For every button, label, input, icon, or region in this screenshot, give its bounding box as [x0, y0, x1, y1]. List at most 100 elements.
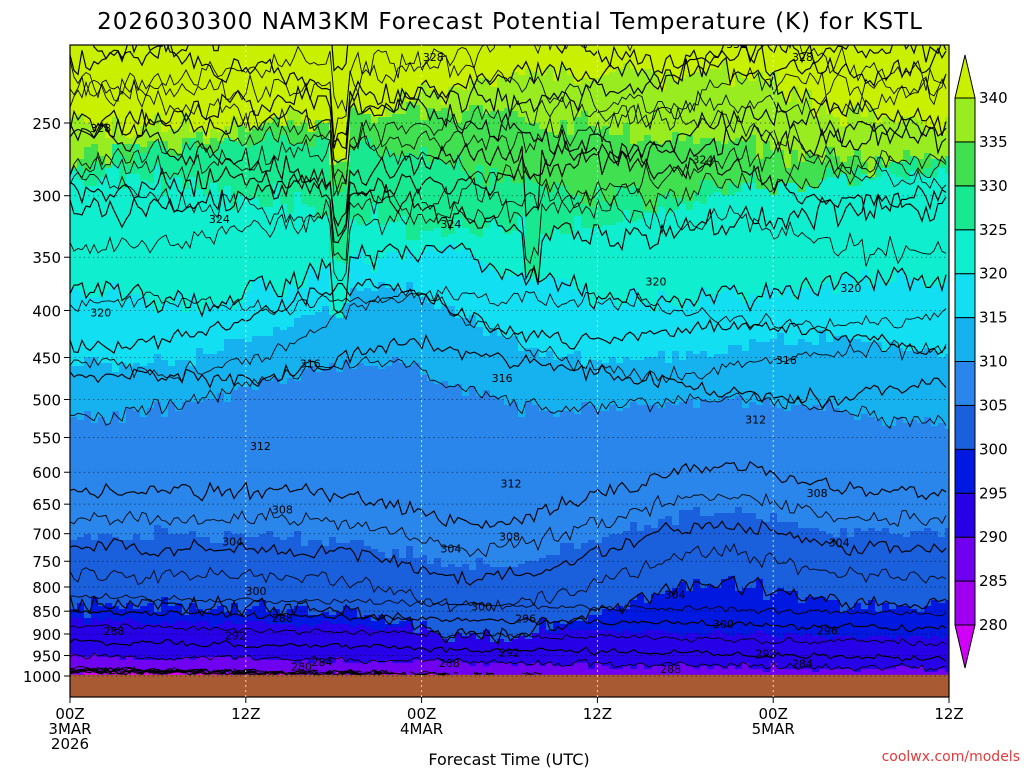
fill-cell [308, 147, 316, 208]
fill-cell [679, 198, 687, 205]
isentrope-326K [70, 140, 947, 281]
fill-cell [322, 216, 330, 268]
fill-cell [798, 162, 806, 193]
fill-cell [210, 609, 218, 628]
fill-cell [70, 540, 78, 610]
fill-cell [98, 672, 106, 676]
fill-cell [294, 45, 302, 112]
fill-cell [350, 108, 358, 151]
colorbar-label: 285 [979, 572, 1008, 590]
fill-cell [469, 234, 477, 256]
fill-cell [672, 81, 680, 133]
fill-cell [112, 144, 120, 166]
fill-cell [651, 357, 659, 406]
fill-cell [805, 669, 813, 676]
colorbar-swatch [954, 273, 976, 319]
fill-cell [252, 336, 260, 391]
fill-cell [672, 351, 680, 406]
contour-lines [70, 45, 947, 675]
fill-cell [735, 345, 743, 397]
fill-cell [721, 354, 729, 397]
fill-cell [609, 534, 617, 610]
fill-cell [420, 375, 428, 556]
fill-cell [427, 672, 435, 676]
y-tick-label: 350 [32, 249, 61, 267]
fill-cell [357, 249, 365, 292]
fill-cell [735, 72, 743, 139]
fill-cell [861, 639, 869, 670]
fill-cell [560, 411, 568, 544]
fill-cell [154, 612, 162, 625]
fill-cell [336, 162, 344, 193]
fill-cell [637, 45, 645, 73]
fill-cell [511, 231, 519, 277]
y-tick-label: 250 [32, 115, 61, 133]
fill-cell [931, 129, 939, 160]
fill-cell [924, 606, 932, 640]
y-tick-label: 900 [32, 626, 61, 644]
fill-cell [210, 45, 218, 130]
fill-cell [875, 177, 883, 274]
isentrope-308K [70, 460, 947, 530]
fill-cell [77, 159, 85, 166]
fill-cell [875, 669, 883, 676]
fill-cell [308, 132, 316, 148]
fill-cell [238, 615, 246, 625]
fill-cell [350, 288, 358, 370]
fill-cell [560, 66, 568, 121]
fill-cell [777, 183, 785, 298]
fill-cell [714, 513, 722, 589]
fill-cell [805, 288, 813, 343]
fill-cell [203, 150, 211, 196]
fill-cell [77, 366, 85, 421]
fill-cell [672, 45, 680, 82]
fill-cell [847, 609, 855, 637]
fill-cell [448, 387, 456, 565]
fill-cell [903, 639, 911, 667]
fill-cell [518, 417, 526, 565]
fill-cell [616, 411, 624, 535]
fill-cell [406, 366, 414, 547]
fill-cell [567, 282, 575, 355]
contour-label: 312 [250, 440, 271, 453]
fill-cell [525, 123, 533, 178]
fill-cell [896, 636, 904, 667]
fill-cell [490, 219, 498, 271]
fill-cell [294, 144, 302, 193]
fill-cell [224, 339, 232, 403]
fill-cell [98, 297, 106, 364]
fill-cell [728, 195, 736, 286]
fill-cell [756, 45, 764, 73]
fill-cell [301, 546, 309, 607]
fill-cell [140, 417, 148, 541]
fill-cell [504, 663, 512, 676]
fill-cell [196, 537, 204, 610]
fill-cell [434, 111, 442, 160]
fill-cell [539, 357, 547, 412]
fill-cell [658, 195, 666, 208]
fill-cell [385, 252, 393, 289]
fill-cell [315, 660, 323, 676]
contour-label: 288 [103, 625, 124, 638]
fill-cell [497, 336, 505, 400]
fill-cell [77, 537, 85, 604]
fill-cell [707, 138, 715, 181]
fill-cell [833, 600, 841, 637]
fill-cell [749, 294, 757, 340]
fill-cell [329, 363, 337, 538]
fill-cell [182, 45, 190, 115]
fill-cell [189, 660, 197, 670]
contour-label: 304 [829, 537, 850, 550]
fill-cell [609, 297, 617, 358]
fill-cell [175, 411, 183, 535]
fill-cell [399, 627, 407, 664]
fill-cell [798, 192, 806, 289]
fill-cell [945, 429, 949, 529]
fill-cell [455, 633, 463, 661]
fill-cell [588, 669, 596, 676]
fill-cell [875, 273, 883, 343]
fill-cell [315, 312, 323, 373]
fill-cell [721, 45, 729, 61]
fill-cell [756, 189, 764, 301]
fill-cell [399, 663, 407, 676]
